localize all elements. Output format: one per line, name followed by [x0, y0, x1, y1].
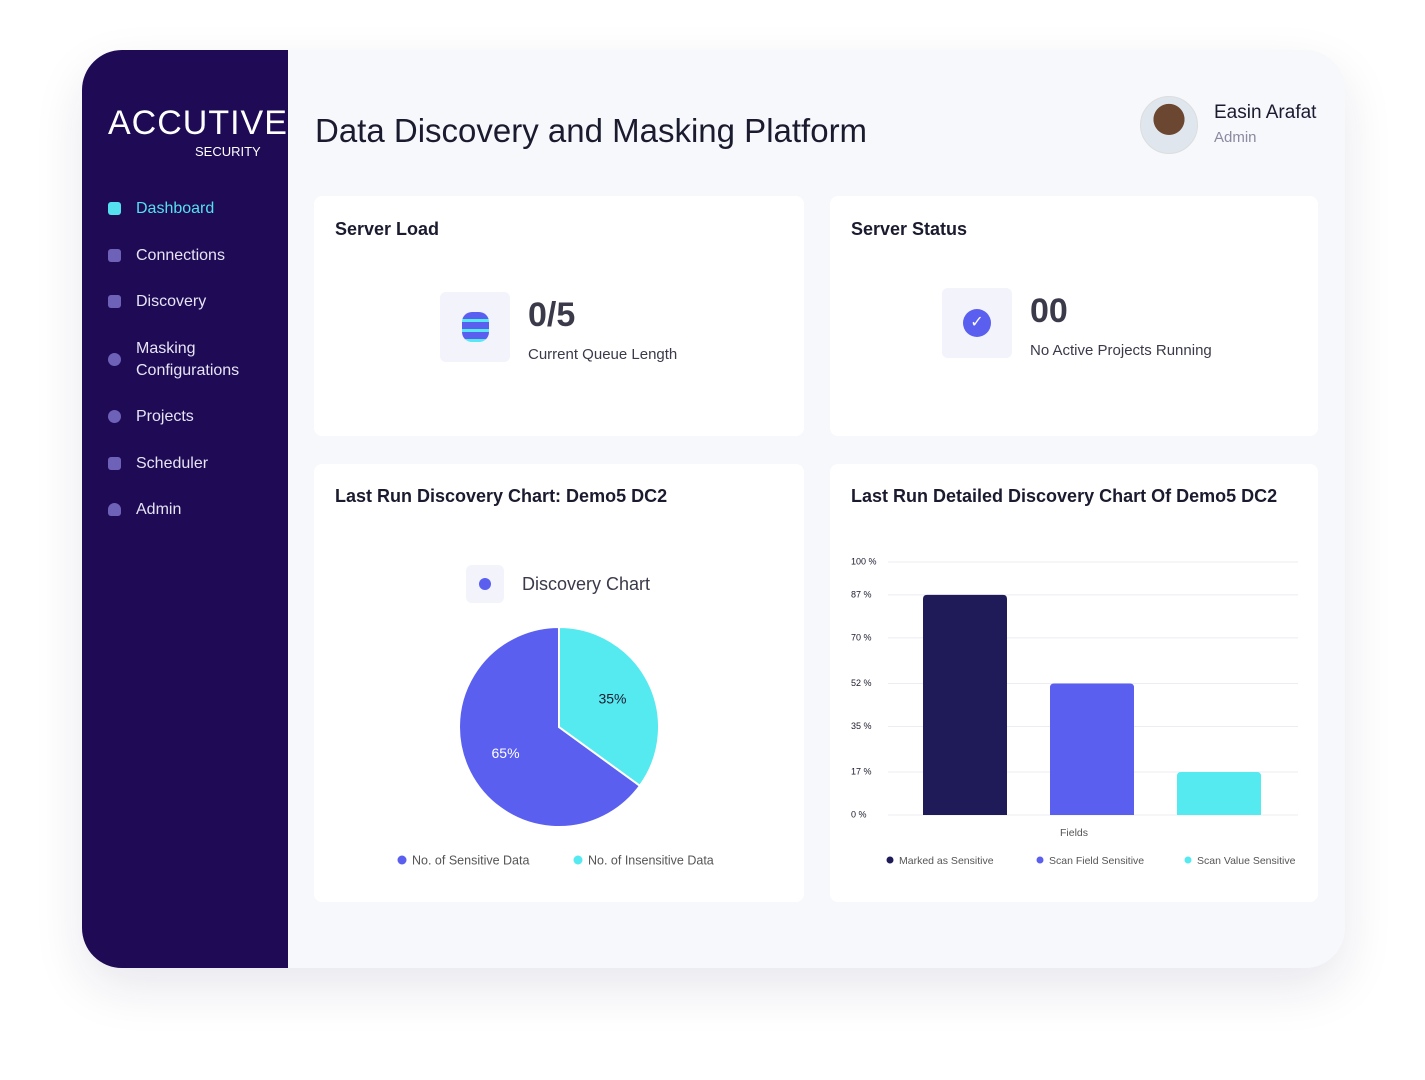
nav-item[interactable]: Connections — [136, 247, 225, 264]
card-value: 0/5 — [528, 296, 576, 334]
app-window: ACCUTIVE SECURITY Dashboard Connections … — [82, 50, 1345, 968]
card-caption: Current Queue Length — [528, 346, 678, 363]
bar-chart-card: Last Run Detailed Discovery Chart Of Dem… — [830, 464, 1318, 902]
nav-icon — [108, 295, 121, 308]
card-value: 00 — [1030, 292, 1068, 330]
check-icon: ✓ — [963, 309, 991, 337]
nav-item[interactable]: Masking Configurations — [136, 340, 240, 379]
card-title: Server Load — [335, 219, 440, 239]
nav-icon — [108, 457, 121, 470]
server-load-card: Server Load 0/5 Current Queue Length — [314, 196, 804, 436]
database-icon — [462, 312, 489, 342]
card-title: Server Status — [851, 219, 968, 239]
nav-icon — [108, 410, 121, 423]
pie-chart-card: Last Run Discovery Chart: Demo5 DC2 Disc… — [314, 464, 804, 902]
nav-icon — [108, 202, 121, 215]
page-title: Data Discovery and Masking Platform — [315, 112, 868, 149]
nav-icon — [108, 249, 121, 262]
avatar[interactable] — [1140, 96, 1198, 154]
sidebar: ACCUTIVE SECURITY Dashboard Connections … — [82, 50, 288, 968]
icon-box — [466, 565, 504, 603]
nav-icon — [108, 503, 121, 516]
nav-item[interactable]: Scheduler — [136, 455, 209, 472]
icon-box: ✓ — [942, 288, 1012, 358]
chart-title: Last Run Detailed Discovery Chart Of Dem… — [851, 486, 1278, 506]
chart-icon — [479, 578, 491, 590]
nav-icon — [108, 353, 121, 366]
server-status-card: Server Status ✓ 00 No Active Projects Ru… — [830, 196, 1318, 436]
icon-box — [440, 292, 510, 362]
chart-subtitle: Discovery Chart — [522, 574, 651, 594]
brand-tagline: SECURITY — [195, 144, 261, 159]
chart-title: Last Run Discovery Chart: Demo5 DC2 — [335, 486, 668, 506]
user-role: Admin — [1214, 129, 1257, 146]
user-name: Easin Arafat — [1214, 102, 1317, 123]
nav-item[interactable]: Admin — [136, 501, 182, 518]
brand-name: ACCUTIVE — [108, 104, 288, 142]
nav-item[interactable]: Discovery — [136, 293, 207, 310]
card-caption: No Active Projects Running — [1030, 342, 1212, 359]
nav-item[interactable]: Projects — [136, 408, 194, 425]
nav-item[interactable]: Dashboard — [136, 200, 215, 217]
